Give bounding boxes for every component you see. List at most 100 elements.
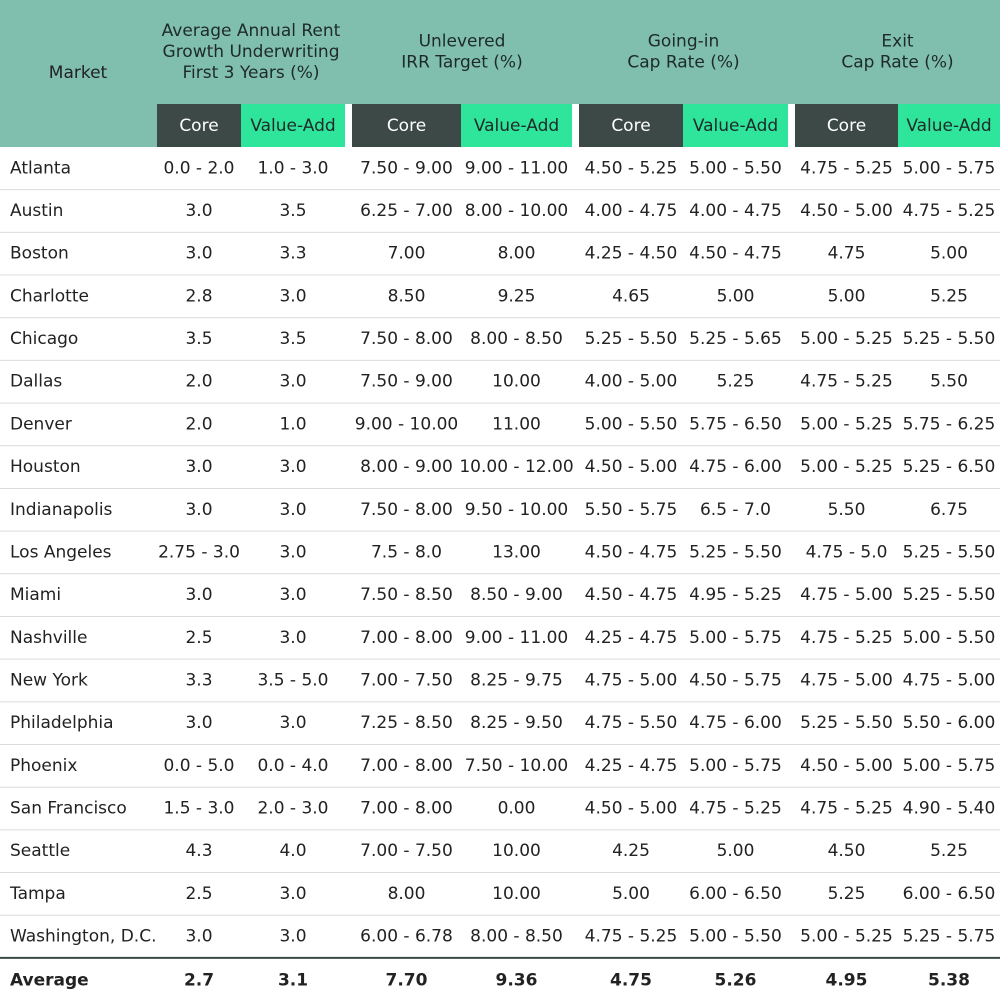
market-name: Dallas [10,372,62,392]
sub-header: Value-Add [474,116,559,136]
cell: 5.50 - 5.75 [585,500,678,520]
group-header: First 3 Years (%) [182,63,319,83]
cell: 8.00 [388,884,426,904]
cell: 4.00 - 5.00 [585,372,678,392]
value-add-header-cell [461,104,572,147]
cell: 7.50 - 8.00 [360,329,453,349]
market-name: Nashville [10,628,87,648]
average-label: Average [10,970,89,990]
cell: 4.75 - 5.00 [800,585,893,605]
cell: 4.75 [828,244,866,264]
cell: 5.00 - 5.50 [689,158,782,178]
group-header: Growth Underwriting [163,42,340,62]
cell: 2.5 [185,628,212,648]
cell: 5.00 - 5.75 [689,628,782,648]
cell: 1.0 - 3.0 [257,158,328,178]
value-add-header-cell [898,104,1000,147]
sub-header: Value-Add [906,116,991,136]
group-header: Unlevered [419,32,506,52]
cell: 9.00 - 11.00 [465,628,568,648]
cell: 4.90 - 5.40 [903,799,996,819]
cell: 7.50 - 9.00 [360,158,453,178]
average-cell: 4.95 [826,970,868,990]
sub-header: Core [387,116,426,136]
cell: 8.25 - 9.50 [470,713,563,733]
cell: 9.00 - 10.00 [355,414,458,434]
average-cell: 9.36 [496,970,538,990]
cell: 0.0 - 5.0 [163,756,234,776]
cell: 5.00 - 5.50 [689,927,782,947]
cell: 4.25 [612,841,650,861]
cell: 5.00 - 5.25 [800,329,893,349]
cell: 3.0 [185,457,212,477]
cell: 4.75 - 5.25 [800,372,893,392]
core-header-cell [579,104,683,147]
cell: 8.50 [388,286,426,306]
cell: 8.00 - 9.00 [360,457,453,477]
cell: 4.75 - 5.25 [903,201,996,221]
cell: 7.00 - 8.00 [360,756,453,776]
market-name: Atlanta [10,158,71,178]
cell: 7.00 - 7.50 [360,841,453,861]
cell: 4.50 - 5.25 [585,158,678,178]
cell: 5.00 [612,884,650,904]
core-header-cell [352,104,461,147]
average-cell: 4.75 [610,970,652,990]
cell: 4.50 - 5.00 [800,201,893,221]
group-header: Cap Rate (%) [627,53,739,73]
market-name: Charlotte [10,286,89,306]
cell: 5.75 - 6.25 [903,414,996,434]
market-name: New York [10,671,88,691]
cell: 5.75 - 6.50 [689,414,782,434]
cell: 10.00 [492,372,541,392]
cell: 5.50 - 6.00 [903,713,996,733]
average-cell: 5.26 [715,970,757,990]
cell: 5.25 [717,372,755,392]
cell: 2.0 - 3.0 [257,799,328,819]
cell: 2.75 - 3.0 [158,542,240,562]
sub-header: Value-Add [693,116,778,136]
cell: 5.00 [717,286,755,306]
cell: 13.00 [492,542,541,562]
cell: 5.25 - 5.50 [585,329,678,349]
cell: 5.25 [930,841,968,861]
cell: 5.50 [828,500,866,520]
cell: 2.0 [185,414,212,434]
header-gap [788,104,795,147]
market-name: Indianapolis [10,500,113,520]
cell: 9.25 [498,286,536,306]
cell: 5.25 - 5.75 [903,927,996,947]
cell: 8.00 - 10.00 [465,201,568,221]
cell: 3.0 [185,244,212,264]
cell: 11.00 [492,414,541,434]
cell: 3.0 [185,201,212,221]
cell: 3.3 [185,671,212,691]
market-name: Washington, D.C. [10,927,156,947]
cell: 10.00 [492,841,541,861]
market-name: Seattle [10,841,70,861]
cell: 7.5 - 8.0 [371,542,442,562]
cell: 4.75 - 5.25 [689,799,782,819]
market-name: San Francisco [10,799,127,819]
cell: 5.25 - 5.50 [689,542,782,562]
cell: 2.0 [185,372,212,392]
cell: 4.75 - 6.00 [689,457,782,477]
cell: 5.25 - 5.65 [689,329,782,349]
header-gap [572,104,579,147]
cell: 4.25 - 4.50 [585,244,678,264]
cell: 5.00 - 5.25 [800,414,893,434]
market-name: Boston [10,244,69,264]
cell: 4.00 - 4.75 [689,201,782,221]
cell: 3.5 [279,329,306,349]
cell: 4.75 - 5.25 [800,158,893,178]
core-header-cell [157,104,241,147]
cell: 4.50 - 4.75 [585,585,678,605]
cell: 7.50 - 10.00 [465,756,568,776]
cell: 10.00 - 12.00 [459,457,573,477]
market-name: Houston [10,457,81,477]
group-header: Cap Rate (%) [841,53,953,73]
market-name: Chicago [10,329,78,349]
cell: 3.0 [279,585,306,605]
sub-header: Core [827,116,866,136]
cell: 3.5 [185,329,212,349]
